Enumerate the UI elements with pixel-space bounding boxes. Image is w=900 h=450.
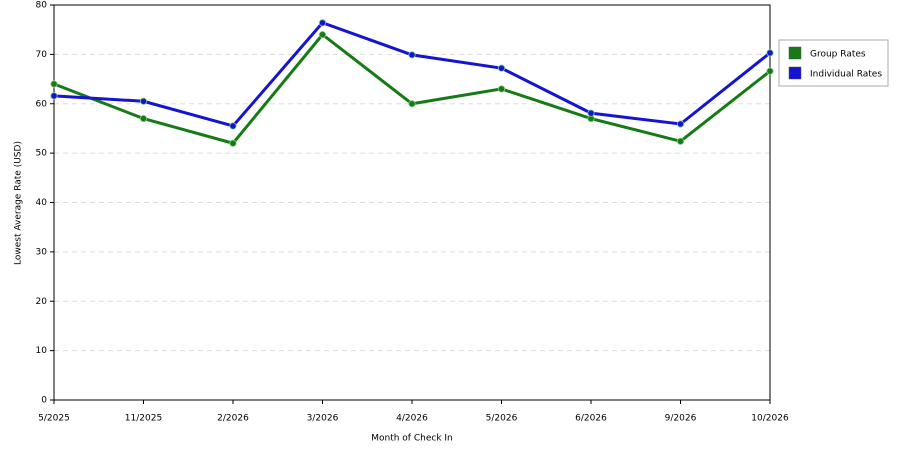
point: [139, 97, 148, 105]
x-tick-label: 5/2025: [38, 414, 70, 424]
y-tick-label: 60: [36, 99, 48, 109]
legend-swatch: [788, 66, 802, 80]
point: [766, 67, 774, 75]
x-axis-label: Month of Check In: [371, 434, 453, 444]
point: [766, 49, 774, 57]
legend-label: Group Rates: [810, 50, 866, 60]
x-tick-label: 5/2026: [486, 414, 518, 424]
y-tick-label: 70: [36, 50, 48, 60]
x-tick-label: 9/2026: [665, 414, 697, 424]
point: [676, 137, 685, 145]
series-line: [53, 32, 771, 145]
y-tick-label: 80: [36, 1, 48, 11]
x-tick-label: 3/2026: [307, 414, 339, 424]
point: [318, 31, 327, 39]
y-tick-label: 20: [36, 297, 48, 307]
y-tick-label: 30: [36, 247, 48, 257]
point: [497, 85, 506, 93]
point: [50, 80, 58, 88]
x-tick-label: 2/2026: [217, 414, 249, 424]
point: [676, 120, 685, 128]
x-tick-label: 6/2026: [575, 414, 607, 424]
point: [408, 51, 416, 59]
x-tick-label: 10/2026: [751, 414, 789, 424]
y-axis-label: Lowest Average Rate (USD): [14, 141, 24, 265]
point: [587, 109, 595, 117]
plot-frame: [53, 4, 771, 401]
point: [408, 100, 416, 108]
y-tick-label: 50: [36, 149, 48, 159]
point: [497, 64, 506, 72]
point: [318, 19, 327, 27]
x-tick-label: 4/2026: [396, 414, 428, 424]
x-tick-label: 11/2025: [125, 414, 162, 424]
y-tick-label: 10: [36, 346, 48, 356]
y-tick-label: 0: [41, 396, 47, 406]
point: [50, 92, 58, 100]
series-line: [53, 21, 771, 128]
legend-swatch: [788, 46, 802, 60]
point: [139, 114, 148, 123]
point: [229, 122, 237, 130]
y-tick-label: 40: [36, 198, 48, 208]
legend-label: Individual Rates: [810, 70, 882, 80]
point: [229, 139, 237, 147]
